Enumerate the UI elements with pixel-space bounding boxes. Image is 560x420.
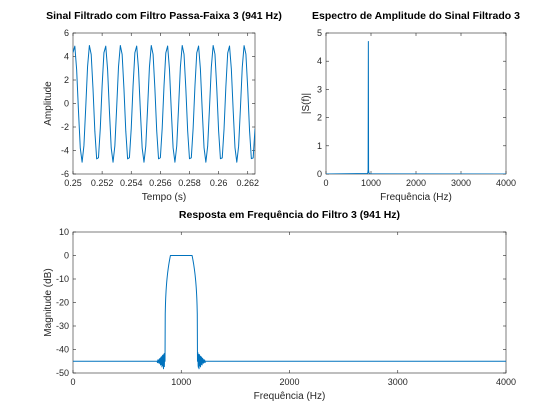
y-tick-label: 6 [64, 28, 69, 38]
x-axis-label: Tempo (s) [142, 192, 186, 203]
x-axis-label: Frequência (Hz) [254, 391, 326, 402]
y-tick-label: 0 [64, 251, 69, 261]
x-tick-label: 0 [70, 377, 75, 387]
y-tick-label: 2 [64, 75, 69, 85]
y-tick-label: -6 [61, 169, 69, 179]
y-tick-label: -30 [56, 321, 69, 331]
x-tick-label: 0.254 [120, 178, 143, 188]
y-axis-label: Magnitude (dB) [43, 268, 54, 336]
y-tick-label: -40 [56, 345, 69, 355]
chart-2: 0 1000 2000 3000 4000 0 1 2 3 4 5 Espectro de Ampli… [301, 10, 520, 203]
x-tick-label: 2000 [279, 377, 299, 387]
spectrum-series-line [326, 40, 506, 174]
y-tick-label: -10 [56, 274, 69, 284]
y-tick-label: 3 [317, 84, 322, 94]
x-axis-label: Frequência (Hz) [380, 192, 452, 203]
y-tick-label: -2 [61, 122, 69, 132]
y-tick-label: 4 [64, 52, 69, 62]
y-tick-label: 10 [59, 227, 69, 237]
y-tick-label: 0 [64, 99, 69, 109]
y-tick-label: 2 [317, 113, 322, 123]
x-tick-label: 0.25 [64, 178, 82, 188]
x-tick-label: 3000 [451, 178, 471, 188]
chart-1: 0.25 0.252 0.254 0.256 0.258 0.26 0.262 -6 -4 -2 0… [43, 10, 282, 203]
x-tick-label: 0.262 [236, 178, 259, 188]
x-tick-label: 4000 [496, 178, 516, 188]
x-tick-label: 4000 [496, 377, 516, 387]
signal-series-line [73, 44, 255, 163]
y-tick-label: 0 [317, 169, 322, 179]
chart-3: 0 1000 2000 3000 4000 -50 -40 -30 -20 -10 0 10 Respo… [43, 209, 516, 402]
x-tick-label: 0.258 [178, 178, 201, 188]
y-tick-label: -20 [56, 298, 69, 308]
y-tick-label: 4 [317, 56, 322, 66]
axes-frame [72, 231, 507, 374]
chart-title: Espectro de Amplitude do Sinal Filtrado … [312, 10, 520, 22]
x-tick-label: 0 [323, 178, 328, 188]
x-tick-label: 0.256 [149, 178, 172, 188]
x-tick-label: 0.26 [210, 178, 228, 188]
x-tick-label: 3000 [388, 377, 408, 387]
axes-frame [325, 32, 507, 175]
y-tick-label: 1 [317, 141, 322, 151]
x-tick-label: 0.252 [91, 178, 114, 188]
y-tick-label: 5 [317, 28, 322, 38]
chart-title: Resposta em Frequência do Filtro 3 (941 … [179, 209, 400, 221]
response-series-line [73, 255, 506, 370]
y-tick-label: -4 [61, 146, 69, 156]
x-tick-label: 2000 [406, 178, 426, 188]
chart-title: Sinal Filtrado com Filtro Passa-Faixa 3 … [46, 10, 282, 22]
x-tick-label: 1000 [171, 377, 191, 387]
y-axis-label: |S(f)| [301, 93, 312, 114]
y-tick-label: -50 [56, 368, 69, 378]
y-axis-label: Amplitude [43, 81, 54, 126]
x-tick-label: 1000 [361, 178, 381, 188]
